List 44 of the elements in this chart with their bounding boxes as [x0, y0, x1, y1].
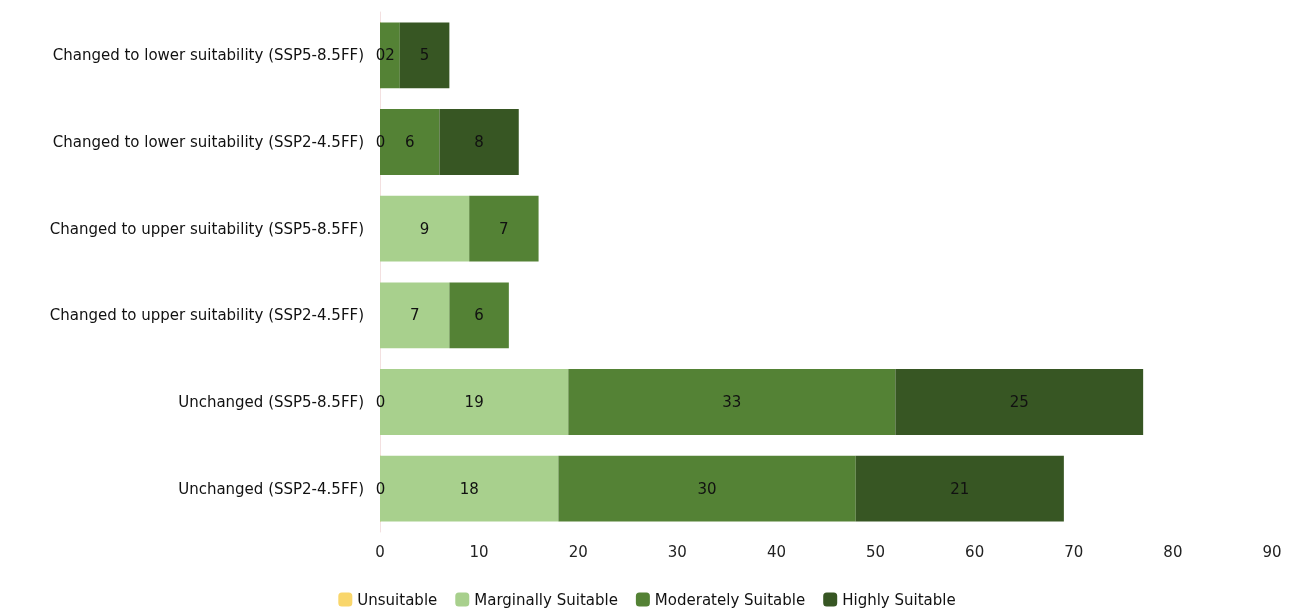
- data-label: 8: [474, 133, 484, 151]
- x-tick-label: 20: [568, 542, 588, 561]
- data-label: 7: [499, 219, 509, 238]
- x-tick-label: 70: [1064, 542, 1084, 561]
- y-tick-label: Changed to upper suitability (SSP5-8.5FF): [49, 219, 364, 238]
- data-label: 33: [722, 393, 742, 411]
- data-label: 18: [459, 479, 479, 498]
- y-tick-label: Changed to upper suitability (SSP2-4.5FF): [49, 306, 364, 325]
- x-tick-label: 50: [866, 542, 886, 561]
- x-tick-label: 80: [1163, 542, 1183, 561]
- data-label: 21: [950, 479, 970, 498]
- data-label: 9: [419, 219, 430, 238]
- legend-label: Highly Suitable: [842, 590, 956, 609]
- data-label: 25: [1009, 393, 1029, 411]
- legend-label: Marginally Suitable: [474, 590, 618, 609]
- y-tick-label: Changed to lower suitability (SSP2-4.5FF): [52, 133, 364, 151]
- bar: [558, 455, 856, 522]
- data-label: 5: [419, 46, 430, 65]
- data-label: 30: [697, 479, 717, 498]
- bar: [895, 369, 1144, 435]
- data-label: 2: [385, 46, 395, 65]
- x-tick-label: 90: [1262, 542, 1282, 561]
- bar: [380, 282, 450, 349]
- x-tick-label: 60: [965, 542, 985, 561]
- y-tick-label: Unchanged (SSP2-4.5FF): [178, 479, 364, 498]
- x-tick-label: 30: [667, 542, 687, 561]
- legend-label: Moderately Suitable: [654, 590, 806, 609]
- bar: [855, 455, 1064, 522]
- bar: [380, 195, 470, 262]
- x-tick-label: 10: [469, 542, 489, 561]
- data-label: 6: [474, 306, 484, 325]
- x-tick-label: 40: [766, 542, 786, 561]
- x-tick-label: 0: [375, 542, 385, 561]
- data-label: 6: [404, 133, 415, 151]
- bar: [568, 369, 896, 435]
- bar: [449, 282, 509, 349]
- y-tick-label: Unchanged (SSP5-8.5FF): [178, 393, 364, 411]
- legend-label: Unsuitable: [357, 590, 438, 609]
- y-tick-label: Changed to lower suitability (SSP5-8.5FF): [52, 46, 364, 65]
- data-label: 7: [409, 306, 420, 325]
- data-label: 19: [464, 393, 484, 411]
- bar: [439, 109, 519, 175]
- bar: [469, 195, 539, 262]
- bar: [399, 22, 450, 89]
